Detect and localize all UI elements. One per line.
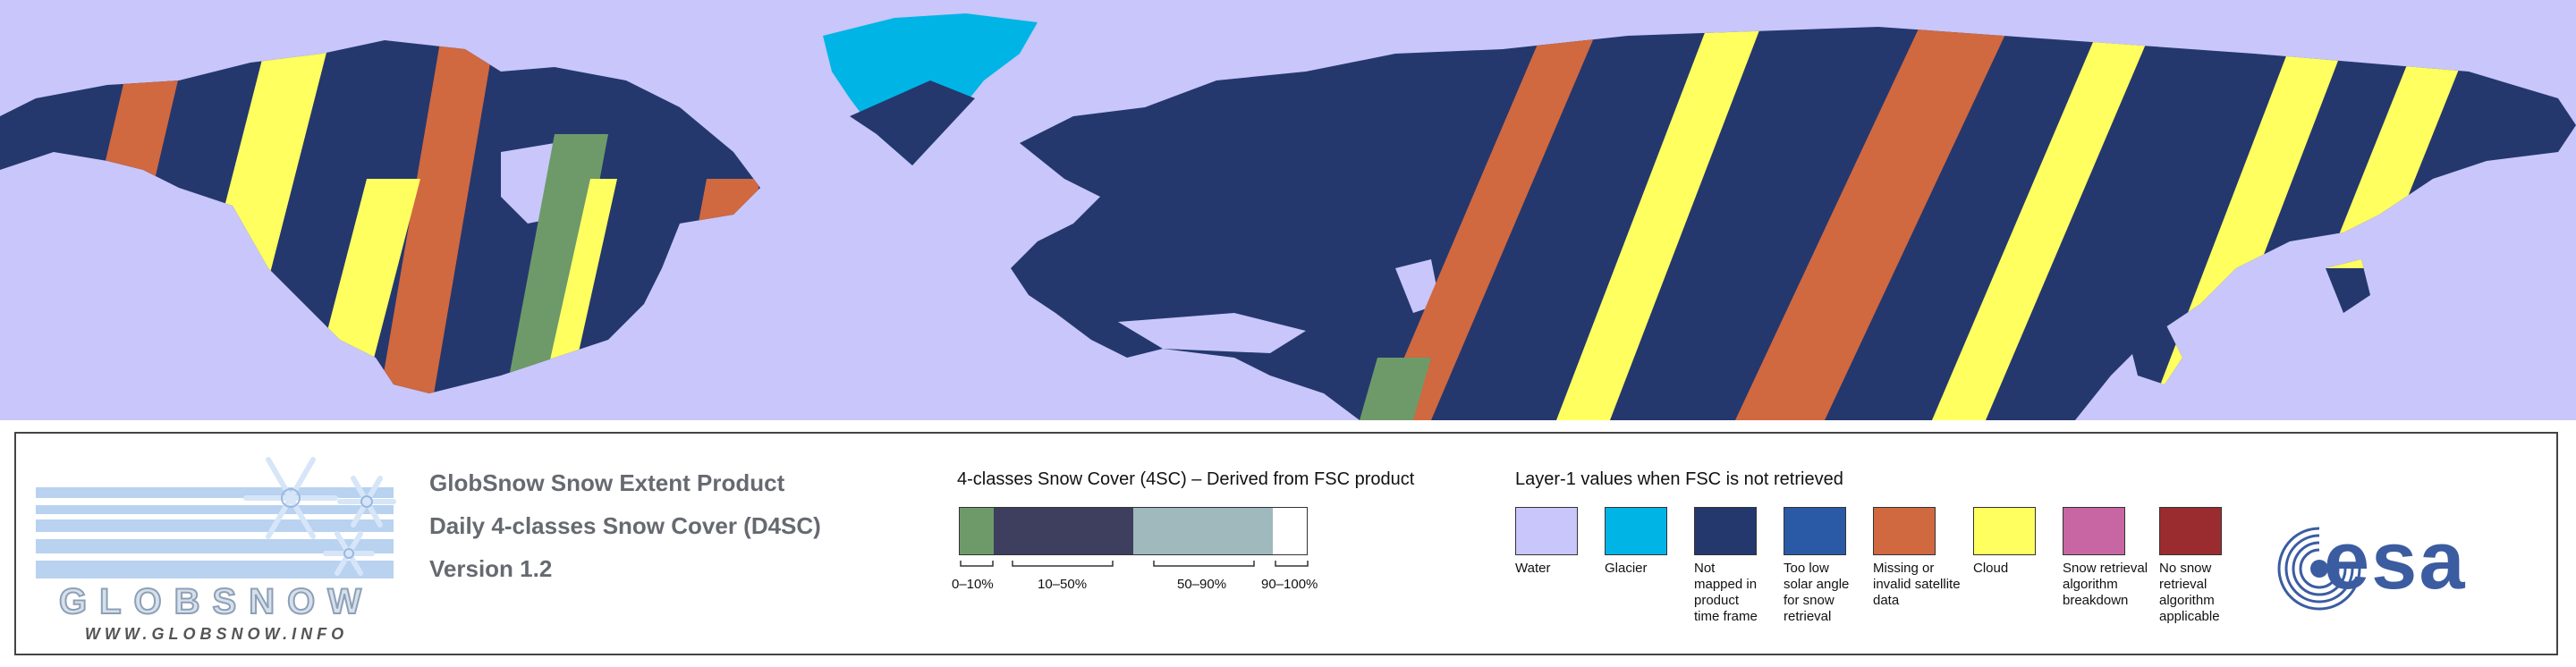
scale-label-90-100: 90–100% [1261, 577, 1318, 592]
snow-cover-scale-title: 4-classes Snow Cover (4SC) – Derived fro… [957, 469, 1415, 489]
legend-label-missing-data: Missing or invalid satellite data [1873, 561, 1961, 608]
legend-label-glacier: Glacier [1605, 561, 1648, 576]
legend-swatch-cloud [1973, 507, 2036, 555]
legend-swatch-water [1515, 507, 1578, 555]
product-title: GlobSnow Snow Extent Product [429, 469, 785, 496]
legend-swatch-low-solar-angle [1784, 507, 1846, 555]
esa-swirl-icon [2277, 527, 2361, 611]
legend-label-low-solar-angle: Too low solar angle for snow retrieval [1784, 561, 1850, 624]
globsnow-wordmark: GLOBSNOW [58, 581, 374, 622]
scale-segment-10-50 [994, 508, 1133, 554]
legend-swatch-glacier [1605, 507, 1667, 555]
legend-label-cloud: Cloud [1973, 561, 2009, 576]
scale-segment-50-90 [1133, 508, 1273, 554]
product-version: Version 1.2 [429, 555, 553, 582]
legend-label-not-mapped: Not mapped in product time frame [1694, 561, 1758, 624]
product-subtitle: Daily 4-classes Snow Cover (D4SC) [429, 512, 821, 539]
globsnow-website: WWW.GLOBSNOW.INFO [84, 625, 349, 643]
scale-label-0-10: 0–10% [952, 577, 994, 592]
legend-swatch-no-algorithm [2159, 507, 2222, 555]
legend-swatch-not-mapped [1694, 507, 1757, 555]
scale-label-10-50: 10–50% [1038, 577, 1088, 592]
layer1-legend-title: Layer-1 values when FSC is not retrieved [1515, 469, 1843, 489]
esa-wordmark: esa [2324, 515, 2467, 606]
scale-segment-90-100 [1273, 508, 1307, 554]
esa-logo: esa [2270, 515, 2538, 618]
legend-swatch-algorithm-breakdown [2063, 507, 2125, 555]
globsnow-logo: GLOBSNOW WWW.GLOBSNOW.INFO [36, 446, 411, 650]
snow-cover-map [0, 0, 2576, 420]
scale-brackets [960, 561, 1309, 567]
scale-segment-0-10 [960, 508, 994, 554]
snow-cover-color-bar [959, 507, 1308, 555]
legend-swatch-missing-data [1873, 507, 1936, 555]
legend-panel: GLOBSNOW WWW.GLOBSNOW.INFO GlobSnow Snow… [14, 432, 2558, 655]
legend-label-algorithm-breakdown: Snow retrieval algorithm breakdown [2063, 561, 2148, 608]
snowflake-stripes-icon [36, 457, 396, 578]
scale-label-50-90: 50–90% [1177, 577, 1227, 592]
legend-label-water: Water [1515, 561, 1551, 576]
legend-label-no-algorithm: No snow retrieval algorithm applicable [2159, 561, 2220, 624]
